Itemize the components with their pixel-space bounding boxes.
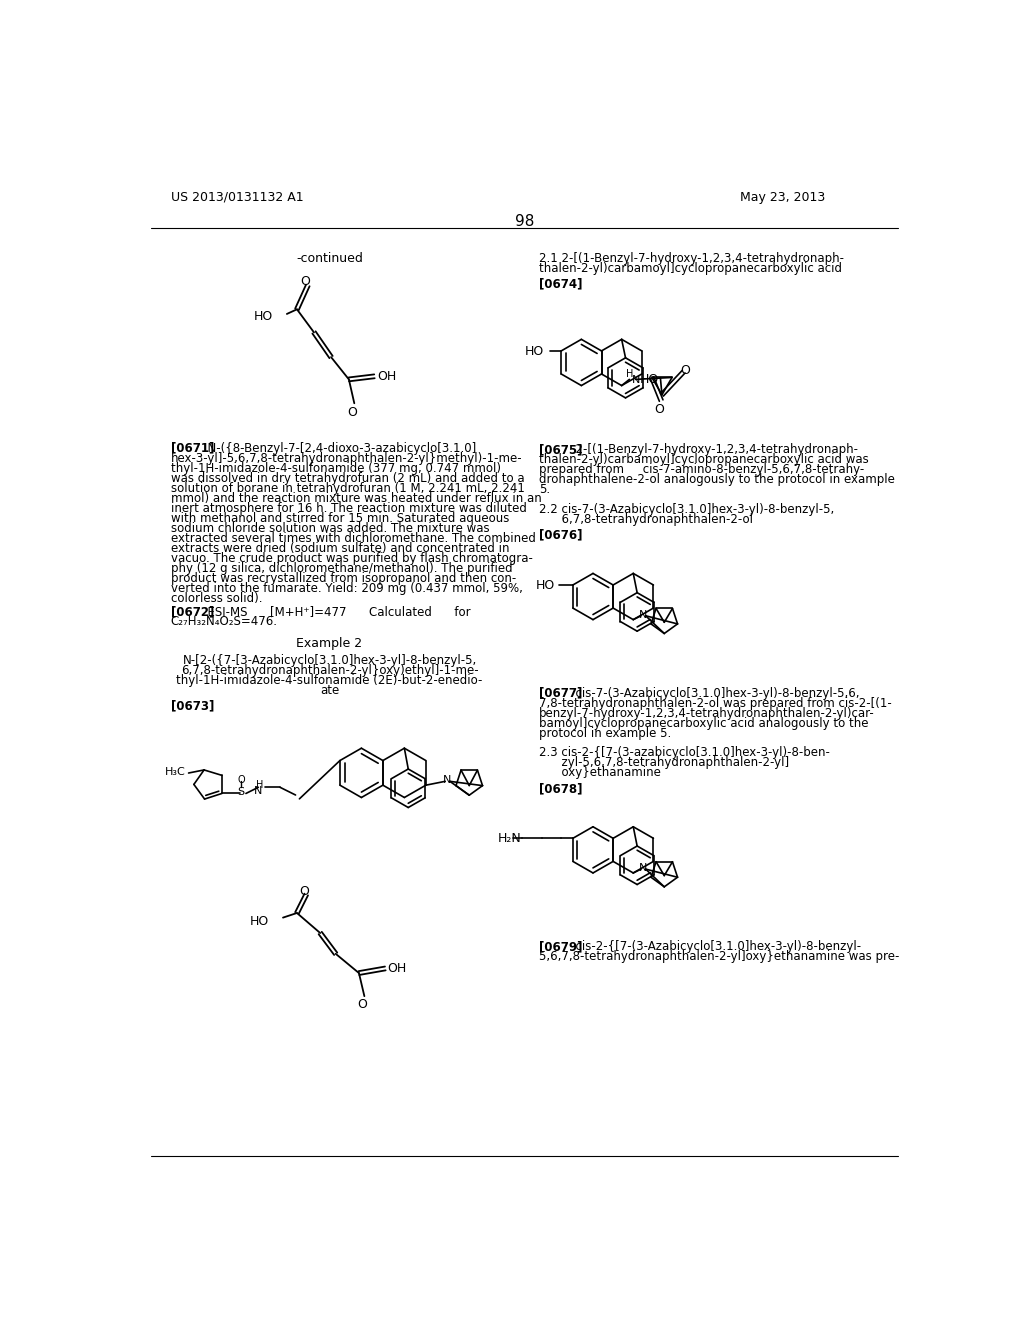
Text: [0671]: [0671]: [171, 442, 214, 455]
Text: N: N: [443, 775, 452, 785]
Text: N: N: [253, 785, 262, 796]
Text: colorless solid).: colorless solid).: [171, 591, 262, 605]
Text: H: H: [626, 370, 633, 379]
Text: 7,8-tetrahydronaphthalen-2-ol was prepared from cis-2-[(1-: 7,8-tetrahydronaphthalen-2-ol was prepar…: [539, 697, 892, 710]
Text: HO: HO: [536, 579, 555, 591]
Text: [0674]: [0674]: [539, 277, 583, 290]
Text: extracts were dried (sodium sulfate) and concentrated in: extracts were dried (sodium sulfate) and…: [171, 543, 509, 554]
Text: protocol in example 5.: protocol in example 5.: [539, 726, 671, 739]
Text: thyl-1H-imidazole-4-sulfonamide (377 mg, 0.747 mmol): thyl-1H-imidazole-4-sulfonamide (377 mg,…: [171, 462, 501, 475]
Text: solution of borane in tetrahydrofuran (1 M, 2.241 mL, 2.241: solution of borane in tetrahydrofuran (1…: [171, 482, 524, 495]
Text: -continued: -continued: [296, 252, 362, 265]
Text: C₂₇H₃₂N₄O₂S=476.: C₂₇H₃₂N₄O₂S=476.: [171, 615, 278, 628]
Text: 2.1 2-[(1-Benzyl-7-hydroxy-1,2,3,4-tetrahydronaph-: 2.1 2-[(1-Benzyl-7-hydroxy-1,2,3,4-tetra…: [539, 252, 844, 265]
Text: O: O: [299, 884, 309, 898]
Text: cis-2-{[7-(3-Azabicyclo[3.1.0]hex-3-yl)-8-benzyl-: cis-2-{[7-(3-Azabicyclo[3.1.0]hex-3-yl)-…: [568, 940, 861, 953]
Text: N-[2-({7-[3-Azabicyclo[3.1.0]hex-3-yl]-8-benzyl-5,: N-[2-({7-[3-Azabicyclo[3.1.0]hex-3-yl]-8…: [182, 653, 476, 667]
Text: 5.: 5.: [539, 483, 550, 496]
Text: oxy}ethanamine: oxy}ethanamine: [539, 766, 660, 779]
Text: dronaphthalene-2-ol analogously to the protocol in example: dronaphthalene-2-ol analogously to the p…: [539, 474, 895, 486]
Text: O: O: [357, 998, 367, 1011]
Text: N: N: [638, 863, 647, 873]
Text: O: O: [680, 364, 690, 378]
Text: O: O: [347, 405, 357, 418]
Text: [0672]: [0672]: [171, 605, 214, 618]
Text: HO: HO: [250, 915, 269, 928]
Text: cis-7-(3-Azabicyclo[3.1.0]hex-3-yl)-8-benzyl-5,6,: cis-7-(3-Azabicyclo[3.1.0]hex-3-yl)-8-be…: [568, 686, 860, 700]
Text: 98: 98: [515, 214, 535, 228]
Text: was dissolved in dry tetrahydrofuran (2 mL) and added to a: was dissolved in dry tetrahydrofuran (2 …: [171, 471, 524, 484]
Text: 6,7,8-tetrahydronaphthalen-2-yl}oxy)ethyl]-1-me-: 6,7,8-tetrahydronaphthalen-2-yl}oxy)ethy…: [180, 664, 478, 677]
Text: mmol) and the reaction mixture was heated under reflux in an: mmol) and the reaction mixture was heate…: [171, 492, 542, 504]
Text: S: S: [238, 787, 245, 797]
Text: ate: ate: [319, 684, 339, 697]
Text: 2-[(1-Benzyl-7-hydroxy-1,2,3,4-tetrahydronaph-: 2-[(1-Benzyl-7-hydroxy-1,2,3,4-tetrahydr…: [568, 444, 858, 457]
Text: [0677]: [0677]: [539, 686, 582, 700]
Text: HO: HO: [525, 345, 544, 358]
Text: vacuo. The crude product was purified by flash chromatogra-: vacuo. The crude product was purified by…: [171, 552, 532, 565]
Text: inert atmosphere for 16 h. The reaction mixture was diluted: inert atmosphere for 16 h. The reaction …: [171, 502, 526, 515]
Text: [0676]: [0676]: [539, 529, 583, 541]
Text: Example 2: Example 2: [296, 638, 362, 651]
Text: 2.3 cis-2-{[7-(3-azabicyclo[3.1.0]hex-3-yl)-8-ben-: 2.3 cis-2-{[7-(3-azabicyclo[3.1.0]hex-3-…: [539, 746, 829, 759]
Text: O: O: [300, 276, 310, 289]
Text: O: O: [238, 775, 245, 785]
Text: 6,7,8-tetrahydronaphthalen-2-ol: 6,7,8-tetrahydronaphthalen-2-ol: [539, 512, 753, 525]
Text: N-({8-Benzyl-7-[2,4-dioxo-3-azabicyclo[3.1.0]: N-({8-Benzyl-7-[2,4-dioxo-3-azabicyclo[3…: [200, 442, 476, 455]
Text: [0673]: [0673]: [171, 700, 214, 713]
Text: HO: HO: [254, 310, 272, 323]
Text: [0678]: [0678]: [539, 781, 583, 795]
Text: [0679]: [0679]: [539, 940, 583, 953]
Text: OH: OH: [388, 962, 407, 975]
Text: [0675]: [0675]: [539, 444, 583, 457]
Text: thalen-2-yl)carbamoyl]cyclopropanecarboxylic acid was: thalen-2-yl)carbamoyl]cyclopropanecarbox…: [539, 453, 868, 466]
Text: H: H: [256, 780, 263, 791]
Text: 2.2 cis-7-(3-Azabicyclo[3.1.0]hex-3-yl)-8-benzyl-5,: 2.2 cis-7-(3-Azabicyclo[3.1.0]hex-3-yl)-…: [539, 503, 834, 516]
Text: verted into the fumarate. Yield: 209 mg (0.437 mmol, 59%,: verted into the fumarate. Yield: 209 mg …: [171, 582, 522, 595]
Text: HO: HO: [639, 374, 658, 387]
Text: 5,6,7,8-tetrahydronaphthalen-2-yl]oxy}ethanamine was pre-: 5,6,7,8-tetrahydronaphthalen-2-yl]oxy}et…: [539, 950, 899, 964]
Text: benzyl-7-hydroxy-1,2,3,4-tetrahydronaphthalen-2-yl)car-: benzyl-7-hydroxy-1,2,3,4-tetrahydronapht…: [539, 706, 874, 719]
Text: with methanol and stirred for 15 min. Saturated aqueous: with methanol and stirred for 15 min. Sa…: [171, 512, 509, 525]
Text: OH: OH: [377, 370, 396, 383]
Text: prepared from     cis-7-amino-8-benzyl-5,6,7,8-tetrahy-: prepared from cis-7-amino-8-benzyl-5,6,7…: [539, 463, 864, 477]
Text: hex-3-yl]-5,6,7,8-tetrahydronaphthalen-2-yl}methyl)-1-me-: hex-3-yl]-5,6,7,8-tetrahydronaphthalen-2…: [171, 451, 522, 465]
Text: bamoyl]cyclopropanecarboxylic acid analogously to the: bamoyl]cyclopropanecarboxylic acid analo…: [539, 717, 868, 730]
Text: N: N: [638, 610, 647, 619]
Text: sodium chloride solution was added. The mixture was: sodium chloride solution was added. The …: [171, 521, 489, 535]
Text: zyl-5,6,7,8-tetrahydronaphthalen-2-yl]: zyl-5,6,7,8-tetrahydronaphthalen-2-yl]: [539, 756, 788, 770]
Text: May 23, 2013: May 23, 2013: [740, 191, 825, 203]
Text: thyl-1H-imidazole-4-sulfonamide (2E)-but-2-enedio-: thyl-1H-imidazole-4-sulfonamide (2E)-but…: [176, 673, 482, 686]
Text: O: O: [654, 403, 664, 416]
Text: N: N: [632, 375, 640, 384]
Text: extracted several times with dichloromethane. The combined: extracted several times with dichloromet…: [171, 532, 536, 545]
Text: phy (12 g silica, dichloromethane/methanol). The purified: phy (12 g silica, dichloromethane/methan…: [171, 562, 512, 576]
Text: product was recrystallized from isopropanol and then con-: product was recrystallized from isopropa…: [171, 572, 516, 585]
Text: H₃C: H₃C: [165, 767, 186, 777]
Text: H₂N: H₂N: [498, 832, 521, 845]
Text: ESI-MS      [M+H⁺]=477      Calculated      for: ESI-MS [M+H⁺]=477 Calculated for: [200, 605, 471, 618]
Text: thalen-2-yl)carbamoyl]cyclopropanecarboxylic acid: thalen-2-yl)carbamoyl]cyclopropanecarbox…: [539, 263, 842, 276]
Text: US 2013/0131132 A1: US 2013/0131132 A1: [171, 191, 303, 203]
